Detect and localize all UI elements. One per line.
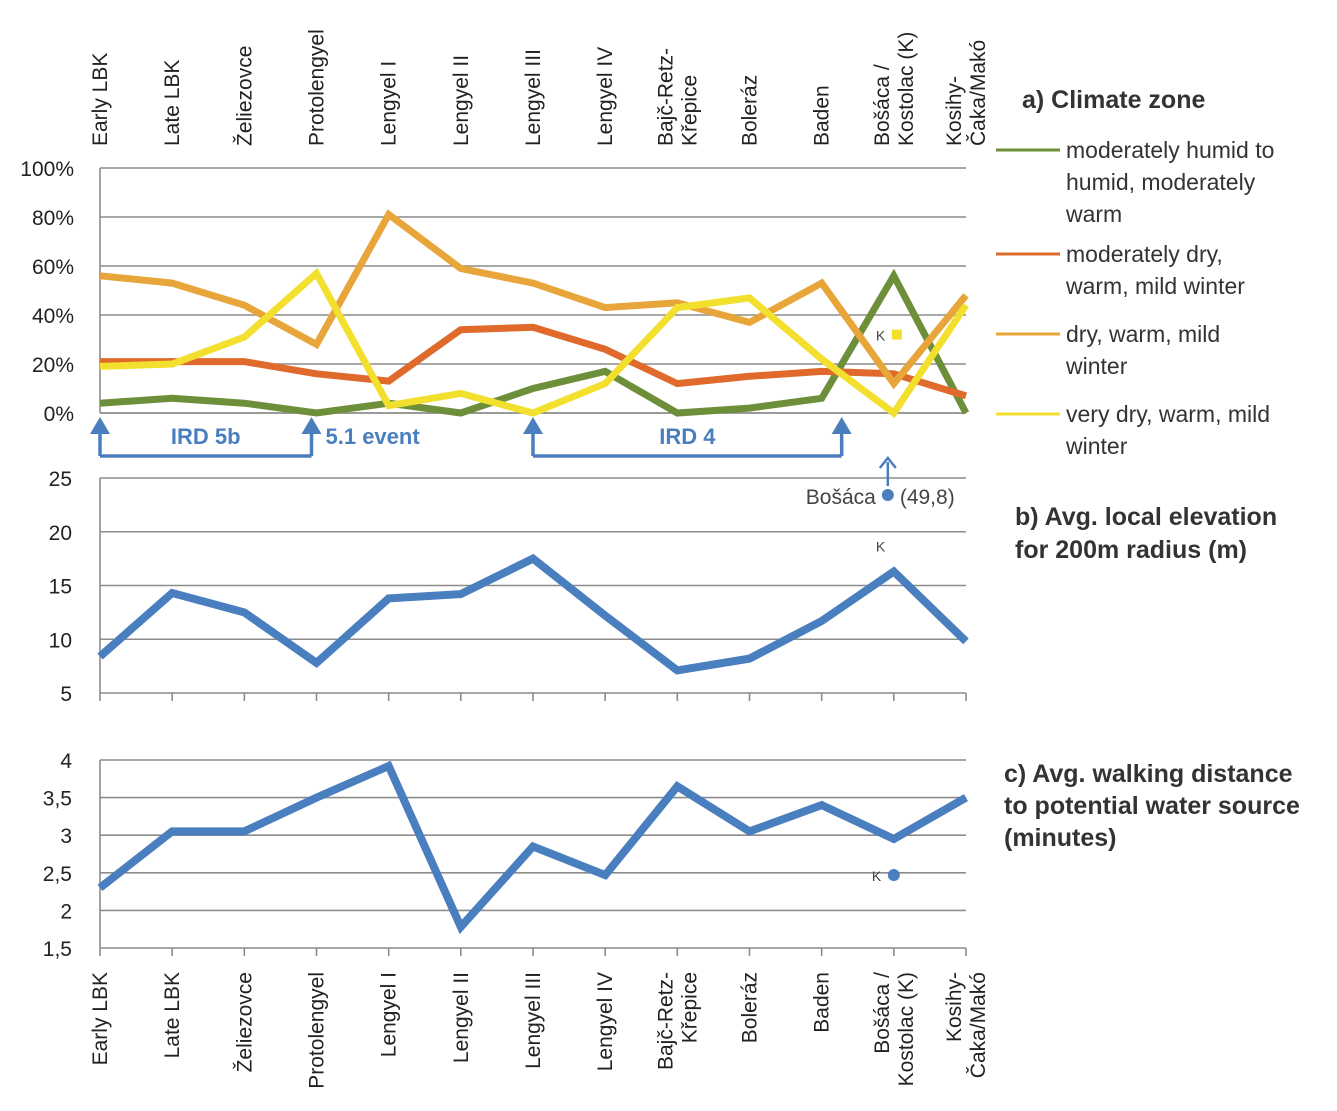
legend-layer: moderately humid to humid, moderately warm… xyxy=(996,137,1274,459)
legend-label-0: warm xyxy=(1065,201,1122,227)
bottom-category-label: Late LBK xyxy=(161,972,184,1058)
panel-a-title: a) Climate zone xyxy=(1022,86,1205,114)
top-category-label: Early LBK xyxy=(89,53,112,146)
bottom-category-label: Křepice xyxy=(678,972,701,1043)
y-tick-label-c: 3 xyxy=(60,825,72,848)
bottom-category-label: Kostolac (K) xyxy=(895,972,918,1086)
event-arrow-head-ird5b-end xyxy=(301,417,322,434)
bottom-category-labels: Early LBK Late LBK Želiezovce Protolengyel L… xyxy=(89,972,990,1089)
top-category-label: Lengyel I xyxy=(378,61,401,146)
ird4-label: IRD 4 xyxy=(659,424,716,449)
event-5-1-label: 5.1 event xyxy=(326,424,421,449)
bottom-category-label: Early LBK xyxy=(89,972,112,1065)
y-tick-label-a: 40% xyxy=(32,305,74,328)
panel-b-title-line1: b) Avg. local elevation xyxy=(1015,503,1277,531)
y-tick-label-b: 20 xyxy=(49,522,72,545)
legend-label-3: very dry, warm, mild xyxy=(1066,401,1270,427)
top-category-label: Late LBK xyxy=(161,60,184,146)
y-tick-label-b: 5 xyxy=(60,683,72,706)
y-tick-label-c: 1,5 xyxy=(43,938,72,961)
top-category-label: Baden xyxy=(811,85,834,146)
bosaca-label: Bošáca xyxy=(806,486,876,509)
y-tick-label-b: 10 xyxy=(49,629,72,652)
top-category-label: Lengyel III xyxy=(522,49,545,146)
top-category-label: Protolengyel xyxy=(306,29,329,146)
top-category-label: Lengyel IV xyxy=(594,47,617,146)
bosaca-value: (49,8) xyxy=(900,486,955,509)
series-line-c-0 xyxy=(97,760,968,935)
bottom-category-label: Čaka/Makó xyxy=(967,972,990,1078)
y-tick-label-a: 100% xyxy=(20,158,74,181)
panel-c-title-line1: c) Avg. walking distance xyxy=(1004,760,1293,788)
bottom-category-label: Bajč-Retz- xyxy=(654,972,677,1070)
series-line-a-1 xyxy=(100,323,968,400)
bottom-category-label: Lengyel IV xyxy=(594,972,617,1071)
legend-label-0: humid, moderately xyxy=(1066,169,1256,195)
bottom-category-label: Lengyel I xyxy=(378,972,401,1057)
bottom-category-label: Lengyel III xyxy=(522,972,545,1069)
y-tick-label-b: 15 xyxy=(49,576,72,599)
top-category-label: Křepice xyxy=(678,75,701,146)
y-tick-label-c: 2,5 xyxy=(43,863,72,886)
top-category-label: Čaka/Makó xyxy=(967,40,990,146)
point-label-c: K xyxy=(872,868,882,884)
y-tick-label-a: 20% xyxy=(32,354,74,377)
point-label-a: K xyxy=(876,328,886,344)
top-category-label: Boleráz xyxy=(739,75,762,146)
series-line-a-3 xyxy=(99,267,969,419)
bottom-category-label: Lengyel II xyxy=(450,972,473,1063)
bottom-category-label: Protolengyel xyxy=(306,972,329,1089)
y-tick-label-a: 0% xyxy=(44,403,74,426)
legend-label-0: moderately humid to xyxy=(1066,137,1274,163)
event-arrow-head-ird4-start xyxy=(523,417,543,434)
event-arrow-head-ird5b-start xyxy=(90,417,110,434)
y-tick-label-a: 80% xyxy=(32,207,74,230)
top-category-labels: Early LBK Late LBK Želiezovce Protolengyel L… xyxy=(89,29,990,146)
point-marker-c xyxy=(887,869,900,882)
top-category-label: Lengyel II xyxy=(450,55,473,146)
point-label-b: K xyxy=(876,539,886,555)
grid-layer xyxy=(100,167,966,912)
top-category-label: Bošáca / xyxy=(871,64,894,146)
bottom-category-label: Bošáca / xyxy=(871,972,894,1054)
legend-label-2: dry, warm, mild xyxy=(1066,321,1220,347)
panel-b-title-line2: for 200m radius (m) xyxy=(1015,536,1247,564)
bottom-category-label: Boleráz xyxy=(739,972,762,1043)
series-layer xyxy=(97,209,970,935)
bosaca-point xyxy=(881,489,894,501)
bosaca-arrow-head xyxy=(878,455,897,469)
series-line-a-0 xyxy=(99,268,970,417)
y-tick-label-c: 4 xyxy=(60,750,72,773)
legend-label-1: moderately dry, xyxy=(1066,241,1223,267)
series-line-b-0 xyxy=(97,553,969,675)
series-line-a-2 xyxy=(99,209,969,390)
legend-label-2: winter xyxy=(1065,353,1128,379)
y-tick-label-a: 60% xyxy=(32,256,74,279)
annotation-layer: K K Bošáca (49,8) K IRD 5b 5.1 event IRD 4 xyxy=(90,328,955,884)
y-tick-label-c: 2 xyxy=(60,900,72,923)
top-category-label: Kostolac (K) xyxy=(895,32,918,146)
top-category-label: Kosihy- xyxy=(943,76,966,146)
panel-c-title-line3: (minutes) xyxy=(1004,824,1117,852)
y-tick-label-b: 25 xyxy=(49,468,72,491)
event-arrow-head-ird4-end xyxy=(831,417,852,434)
top-category-label: Želiezovce xyxy=(233,46,256,146)
top-category-label: Bajč-Retz- xyxy=(654,48,677,146)
bottom-category-label: Kosihy- xyxy=(943,972,966,1042)
y-tick-label-c: 3,5 xyxy=(43,788,72,811)
legend-label-1: warm, mild winter xyxy=(1065,273,1245,299)
panel-c-title-line2: to potential water source xyxy=(1004,792,1300,820)
bottom-category-label: Baden xyxy=(811,972,834,1033)
ird5b-label: IRD 5b xyxy=(171,424,241,449)
point-marker-a xyxy=(891,329,902,340)
legend-label-3: winter xyxy=(1065,433,1128,459)
bottom-category-label: Želiezovce xyxy=(233,972,256,1072)
